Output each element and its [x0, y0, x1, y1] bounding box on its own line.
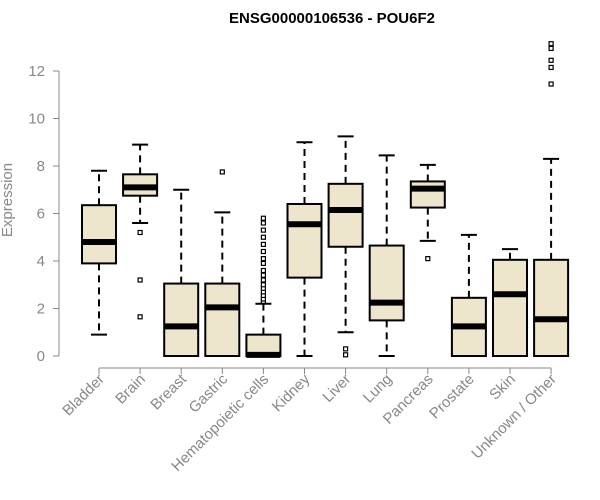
- outlier-point: [260, 282, 266, 288]
- outlier-point: [260, 277, 266, 283]
- outlier-point: [260, 248, 266, 255]
- x-tick-label: Breast: [147, 370, 190, 413]
- y-tick-label: 4: [37, 253, 45, 270]
- iqr-box: [286, 203, 323, 279]
- y-tick-label: 0: [37, 348, 45, 365]
- x-tick-label: Skin: [486, 371, 519, 404]
- outlier-point: [260, 260, 266, 266]
- outlier-point: [548, 81, 554, 87]
- outlier-point: [260, 220, 266, 226]
- outlier-point: [137, 314, 143, 320]
- y-tick-label: 6: [37, 206, 45, 223]
- x-tick-label: Liver: [319, 371, 354, 406]
- iqr-box: [368, 244, 405, 322]
- y-axis: 0 2 4 6 8 10 12: [28, 63, 60, 365]
- x-tick-label: Prostate: [426, 371, 478, 423]
- box-skin: [492, 248, 528, 357]
- y-tick-label: 12: [28, 63, 45, 80]
- outlier-point: [548, 41, 554, 47]
- outlier-point: [260, 227, 266, 233]
- box-brain: [122, 143, 159, 320]
- outlier-point: [343, 346, 349, 352]
- box-lung: [368, 154, 405, 357]
- box-breast: [163, 188, 200, 357]
- box-hematopoietic-cells: [245, 215, 282, 358]
- outlier-point: [260, 215, 266, 221]
- plot-area: [81, 41, 570, 358]
- box-bladder: [81, 169, 117, 336]
- outlier-point: [260, 256, 266, 262]
- outlier-point: [260, 267, 266, 274]
- outlier-point: [137, 277, 143, 283]
- iqr-box: [163, 282, 200, 357]
- box-prostate: [450, 233, 487, 357]
- outlier-point: [548, 64, 554, 71]
- outlier-point: [260, 241, 266, 247]
- outlier-point: [548, 57, 554, 63]
- outlier-point: [219, 169, 225, 175]
- x-tick-label: Kidney: [269, 370, 314, 415]
- outlier-point: [260, 272, 266, 278]
- outlier-point: [548, 45, 554, 52]
- box-unknown-other: [533, 41, 570, 357]
- box-kidney: [286, 141, 323, 357]
- iqr-box: [492, 258, 528, 357]
- y-tick-label: 8: [37, 158, 45, 175]
- iqr-box: [533, 258, 570, 357]
- outlier-point: [260, 234, 266, 240]
- y-axis-label: Expression: [0, 163, 16, 237]
- chart-title: ENSG00000106536 - POU6F2: [229, 10, 435, 27]
- y-tick-label: 2: [37, 301, 45, 318]
- x-tick-label: Lung: [360, 371, 396, 407]
- box-liver: [327, 135, 364, 358]
- iqr-box: [81, 204, 117, 265]
- box-pancreas: [409, 163, 446, 262]
- x-tick-label: Bladder: [59, 371, 108, 420]
- iqr-box: [409, 180, 446, 209]
- box-gastric: [204, 169, 241, 357]
- outlier-point: [343, 352, 349, 358]
- iqr-box: [327, 182, 364, 248]
- x-tick-label: Brain: [112, 371, 149, 408]
- outlier-point: [137, 229, 143, 236]
- outlier-point: [425, 256, 431, 262]
- y-tick-label: 10: [28, 111, 45, 128]
- iqr-box: [204, 282, 241, 357]
